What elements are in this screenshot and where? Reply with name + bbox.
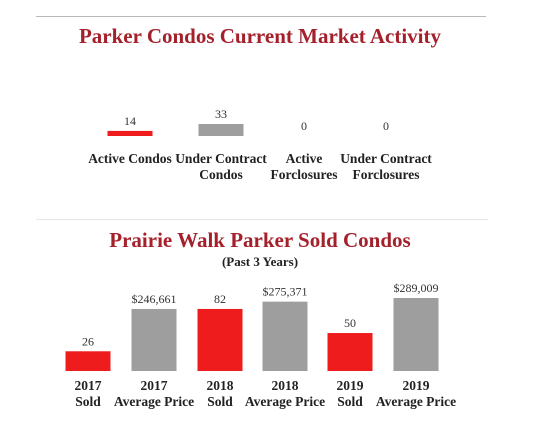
market-bar <box>198 124 244 136</box>
sold-bar-value-label: 50 <box>344 316 356 330</box>
market-activity-title: Parker Condos Current Market Activity <box>78 24 441 48</box>
market-category-label: Under Contract Condos <box>175 151 267 182</box>
sold-category-label: 2018 Sold <box>206 378 234 409</box>
market-category-label: Active Forclosures <box>270 151 338 182</box>
sold-bar <box>131 308 177 371</box>
sold-bar <box>65 351 111 371</box>
market-bar-value-label: 0 <box>383 119 389 133</box>
sold-bar <box>393 298 439 371</box>
market-bar-value-label: 33 <box>215 107 227 121</box>
market-bar-value-label: 0 <box>301 119 307 133</box>
sold-category-label: 2019 Sold <box>336 378 364 409</box>
section-divider <box>36 219 488 220</box>
sold-bar-value-label: $275,371 <box>263 285 308 299</box>
market-bar <box>107 130 153 136</box>
sold-category-label: 2019 Average Price <box>375 378 457 409</box>
sold-bar-value-label: $246,661 <box>132 292 177 306</box>
sold-category-label: 2018 Average Price <box>244 378 326 409</box>
sold-category-label: 2017 Average Price <box>113 378 195 409</box>
sold-bar-value-label: 82 <box>214 292 226 306</box>
sold-bar <box>262 301 308 371</box>
sold-bar <box>197 308 243 371</box>
sold-bar-value-label: $289,009 <box>394 281 439 295</box>
market-category-label: Under Contract Forclosures <box>340 151 432 182</box>
sold-bar-value-label: 26 <box>82 334 94 348</box>
sold-condos-title: Prairie Walk Parker Sold Condos <box>109 228 411 252</box>
sold-bar <box>327 333 373 371</box>
sold-category-label: 2017 Sold <box>74 378 102 409</box>
market-bar-value-label: 14 <box>124 114 136 128</box>
market-category-label: Active Condos <box>88 151 172 166</box>
sold-condos-subtitle: (Past 3 Years) <box>221 254 299 269</box>
top-divider <box>36 16 486 17</box>
